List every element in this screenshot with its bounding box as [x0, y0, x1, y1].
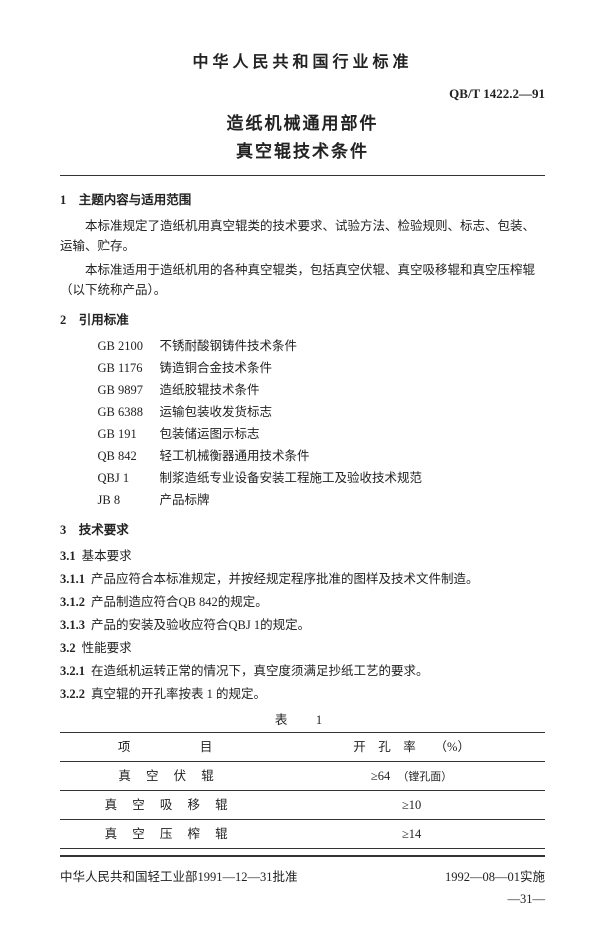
section-1-heading: 1 主题内容与适用范围	[60, 190, 545, 210]
ref-item: JB 8产品标牌	[98, 490, 546, 510]
standard-code: QB/T 1422.2—91	[60, 84, 545, 105]
ref-code: GB 6388	[98, 402, 160, 422]
table-cell-name: 真 空 伏 辊	[60, 761, 278, 791]
table-row: 真 空 压 榨 辊 ≥14	[60, 820, 545, 849]
clause-text: 真空辊的开孔率按表 1 的规定。	[91, 687, 266, 701]
clause-num: 3.1.1	[60, 572, 85, 586]
clause-3-2-1: 3.2.1 在造纸机运转正常的情况下，真空度须满足抄纸工艺的要求。	[60, 661, 545, 681]
footer: 中华人民共和国轻工业部1991—12—31批准 1992—08—01实施	[60, 867, 545, 887]
ref-item: GB 6388运输包装收发货标志	[98, 402, 546, 422]
clause-text: 性能要求	[82, 641, 132, 655]
clause-text: 产品应符合本标准规定，并按经规定程序批准的图样及技术文件制造。	[91, 572, 479, 586]
table-row: 项 目 开 孔 率 （%）	[60, 732, 545, 761]
clause-3-2-2: 3.2.2 真空辊的开孔率按表 1 的规定。	[60, 684, 545, 704]
footer-divider	[60, 855, 545, 857]
section-3-heading: 3 技术要求	[60, 520, 545, 540]
table-1: 项 目 开 孔 率 （%） 真 空 伏 辊 ≥64 （镗孔面） 真 空 吸 移 …	[60, 732, 545, 850]
ref-code: GB 191	[98, 424, 160, 444]
ref-title: 轻工机械衡器通用技术条件	[160, 449, 310, 463]
table-1-caption: 表 1	[60, 710, 545, 730]
clause-num: 3.2	[60, 641, 76, 655]
value-note: （镗孔面）	[403, 771, 453, 783]
clause-num: 3.1.2	[60, 595, 85, 609]
ref-code: GB 9897	[98, 380, 160, 400]
table-cell-value: ≥10	[278, 791, 545, 820]
ref-code: JB 8	[98, 490, 160, 510]
ref-item: GB 2100不锈耐酸钢铸件技术条件	[98, 336, 546, 356]
ref-item: GB 191包装储运图示标志	[98, 424, 546, 444]
clause-3-1: 3.1 基本要求	[60, 546, 545, 566]
ref-title: 运输包装收发货标志	[160, 405, 273, 419]
table-header-col1: 项 目	[60, 732, 278, 761]
ref-code: GB 1176	[98, 358, 160, 378]
table-cell-value: ≥64 （镗孔面）	[278, 761, 545, 791]
ref-title: 制浆造纸专业设备安装工程施工及验收技术规范	[160, 471, 423, 485]
section-2-heading: 2 引用标准	[60, 310, 545, 330]
clause-num: 3.2.1	[60, 664, 85, 678]
clause-text: 产品制造应符合QB 842的规定。	[91, 595, 268, 609]
ref-title: 铸造铜合金技术条件	[160, 361, 273, 375]
issuing-org: 中华人民共和国行业标准	[60, 50, 545, 76]
footer-approval: 中华人民共和国轻工业部1991—12—31批准	[60, 867, 298, 887]
clause-3-1-2: 3.1.2 产品制造应符合QB 842的规定。	[60, 592, 545, 612]
doc-title-line2: 真空辊技术条件	[60, 138, 545, 165]
table-cell-name: 真 空 压 榨 辊	[60, 820, 278, 849]
clause-text: 基本要求	[82, 549, 132, 563]
document-page: 中华人民共和国行业标准 QB/T 1422.2—91 造纸机械通用部件 真空辊技…	[0, 0, 600, 929]
table-cell-name: 真 空 吸 移 辊	[60, 791, 278, 820]
clause-text: 在造纸机运转正常的情况下，真空度须满足抄纸工艺的要求。	[91, 664, 429, 678]
ref-item: GB 9897造纸胶辊技术条件	[98, 380, 546, 400]
table-cell-value: ≥14	[278, 820, 545, 849]
ref-title: 造纸胶辊技术条件	[160, 383, 260, 397]
clause-3-2: 3.2 性能要求	[60, 638, 545, 658]
ref-item: QB 842轻工机械衡器通用技术条件	[98, 446, 546, 466]
ref-code: QB 842	[98, 446, 160, 466]
clause-num: 3.1.3	[60, 618, 85, 632]
section-1-para-1: 本标准规定了造纸机用真空辊类的技术要求、试验方法、检验规则、标志、包装、运输、贮…	[60, 216, 545, 256]
table-header-col2: 开 孔 率 （%）	[278, 732, 545, 761]
table-row: 真 空 伏 辊 ≥64 （镗孔面）	[60, 761, 545, 791]
ref-item: QBJ 1制浆造纸专业设备安装工程施工及验收技术规范	[98, 468, 546, 488]
value: ≥64	[371, 769, 390, 783]
footer-implementation: 1992—08—01实施	[445, 867, 545, 887]
ref-title: 不锈耐酸钢铸件技术条件	[160, 339, 298, 353]
clause-num: 3.2.2	[60, 687, 85, 701]
clause-3-1-1: 3.1.1 产品应符合本标准规定，并按经规定程序批准的图样及技术文件制造。	[60, 569, 545, 589]
ref-title: 产品标牌	[160, 493, 210, 507]
doc-title-line1: 造纸机械通用部件	[60, 110, 545, 137]
reference-list: GB 2100不锈耐酸钢铸件技术条件 GB 1176铸造铜合金技术条件 GB 9…	[98, 336, 546, 510]
clause-3-1-3: 3.1.3 产品的安装及验收应符合QBJ 1的规定。	[60, 615, 545, 635]
ref-code: QBJ 1	[98, 468, 160, 488]
page-number: —31—	[60, 889, 545, 909]
ref-item: GB 1176铸造铜合金技术条件	[98, 358, 546, 378]
divider	[60, 175, 545, 176]
section-1-para-2: 本标准适用于造纸机用的各种真空辊类，包括真空伏辊、真空吸移辊和真空压榨辊（以下统…	[60, 260, 545, 300]
table-row: 真 空 吸 移 辊 ≥10	[60, 791, 545, 820]
clause-text: 产品的安装及验收应符合QBJ 1的规定。	[91, 618, 310, 632]
ref-title: 包装储运图示标志	[160, 427, 260, 441]
ref-code: GB 2100	[98, 336, 160, 356]
clause-num: 3.1	[60, 549, 76, 563]
